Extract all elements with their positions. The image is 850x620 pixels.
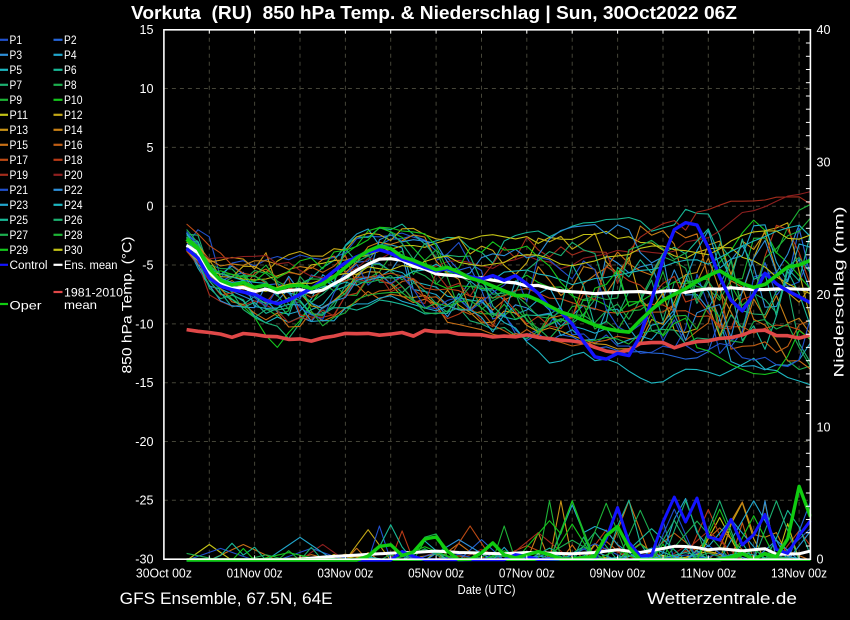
svg-text:P13: P13 <box>10 123 29 137</box>
svg-text:P3: P3 <box>10 48 23 62</box>
svg-text:09Nov 00z: 09Nov 00z <box>590 567 646 581</box>
svg-text:P10: P10 <box>64 93 83 107</box>
svg-text:-15: -15 <box>135 376 153 390</box>
svg-text:P1: P1 <box>10 33 23 47</box>
svg-text:30: 30 <box>817 156 831 170</box>
svg-text:40: 40 <box>817 23 831 37</box>
svg-text:Date (UTC): Date (UTC) <box>458 582 516 597</box>
svg-text:P27: P27 <box>10 228 29 242</box>
svg-text:P11: P11 <box>10 108 29 122</box>
svg-text:P12: P12 <box>64 108 83 122</box>
svg-text:P28: P28 <box>64 228 83 242</box>
svg-text:15: 15 <box>139 23 153 37</box>
svg-text:P9: P9 <box>10 93 23 107</box>
svg-text:P16: P16 <box>64 138 83 152</box>
svg-text:10: 10 <box>817 420 831 434</box>
svg-text:P19: P19 <box>10 168 29 182</box>
svg-text:-5: -5 <box>142 258 153 272</box>
svg-text:P22: P22 <box>64 183 83 197</box>
svg-text:P29: P29 <box>10 243 29 257</box>
svg-text:03Nov 00z: 03Nov 00z <box>317 567 373 581</box>
svg-text:05Nov 00z: 05Nov 00z <box>408 567 464 581</box>
svg-text:-30: -30 <box>135 553 153 567</box>
svg-text:Wetterzentrale.de: Wetterzentrale.de <box>647 590 797 608</box>
svg-text:P6: P6 <box>64 63 77 77</box>
svg-text:07Nov 00z: 07Nov 00z <box>499 567 555 581</box>
svg-text:P23: P23 <box>10 198 29 212</box>
svg-text:P26: P26 <box>64 213 83 227</box>
svg-text:Niederschlag (mm): Niederschlag (mm) <box>832 207 848 378</box>
svg-text:P2: P2 <box>64 33 77 47</box>
svg-text:Ens. mean: Ens. mean <box>64 258 118 272</box>
svg-text:5: 5 <box>146 141 153 155</box>
svg-text:0: 0 <box>817 553 824 567</box>
svg-text:Control: Control <box>10 258 48 272</box>
svg-text:13Nov 00z: 13Nov 00z <box>771 567 827 581</box>
svg-text:850 hPa Temp. (°C): 850 hPa Temp. (°C) <box>120 237 136 374</box>
svg-text:-25: -25 <box>135 494 153 508</box>
svg-text:10: 10 <box>139 82 153 96</box>
svg-text:Oper: Oper <box>10 298 42 312</box>
svg-text:11Nov 00z: 11Nov 00z <box>680 567 736 581</box>
svg-text:P18: P18 <box>64 153 83 167</box>
svg-text:01Nov 00z: 01Nov 00z <box>227 567 283 581</box>
svg-text:P8: P8 <box>64 78 77 92</box>
svg-text:P5: P5 <box>10 63 23 77</box>
svg-text:30Oct 00z: 30Oct 00z <box>136 567 192 581</box>
svg-text:P25: P25 <box>10 213 29 227</box>
svg-text:Vorkuta (RU) 850 hPa Temp. &: Vorkuta (RU) 850 hPa Temp. & Niederschla… <box>131 3 737 23</box>
svg-text:-10: -10 <box>135 317 153 331</box>
svg-text:P24: P24 <box>64 198 83 212</box>
svg-text:-20: -20 <box>135 435 153 449</box>
svg-text:mean: mean <box>64 298 97 312</box>
svg-text:1981-2010: 1981-2010 <box>64 285 123 299</box>
svg-text:GFS Ensemble, 67.5N, 64E: GFS Ensemble, 67.5N, 64E <box>120 590 333 608</box>
svg-text:P21: P21 <box>10 183 29 197</box>
svg-text:P4: P4 <box>64 48 77 62</box>
svg-text:0: 0 <box>146 200 153 214</box>
svg-text:P14: P14 <box>64 123 83 137</box>
svg-text:P30: P30 <box>64 243 83 257</box>
svg-text:P17: P17 <box>10 153 29 167</box>
svg-text:P20: P20 <box>64 168 83 182</box>
svg-text:20: 20 <box>817 288 831 302</box>
svg-text:P7: P7 <box>10 78 23 92</box>
svg-text:P15: P15 <box>10 138 29 152</box>
